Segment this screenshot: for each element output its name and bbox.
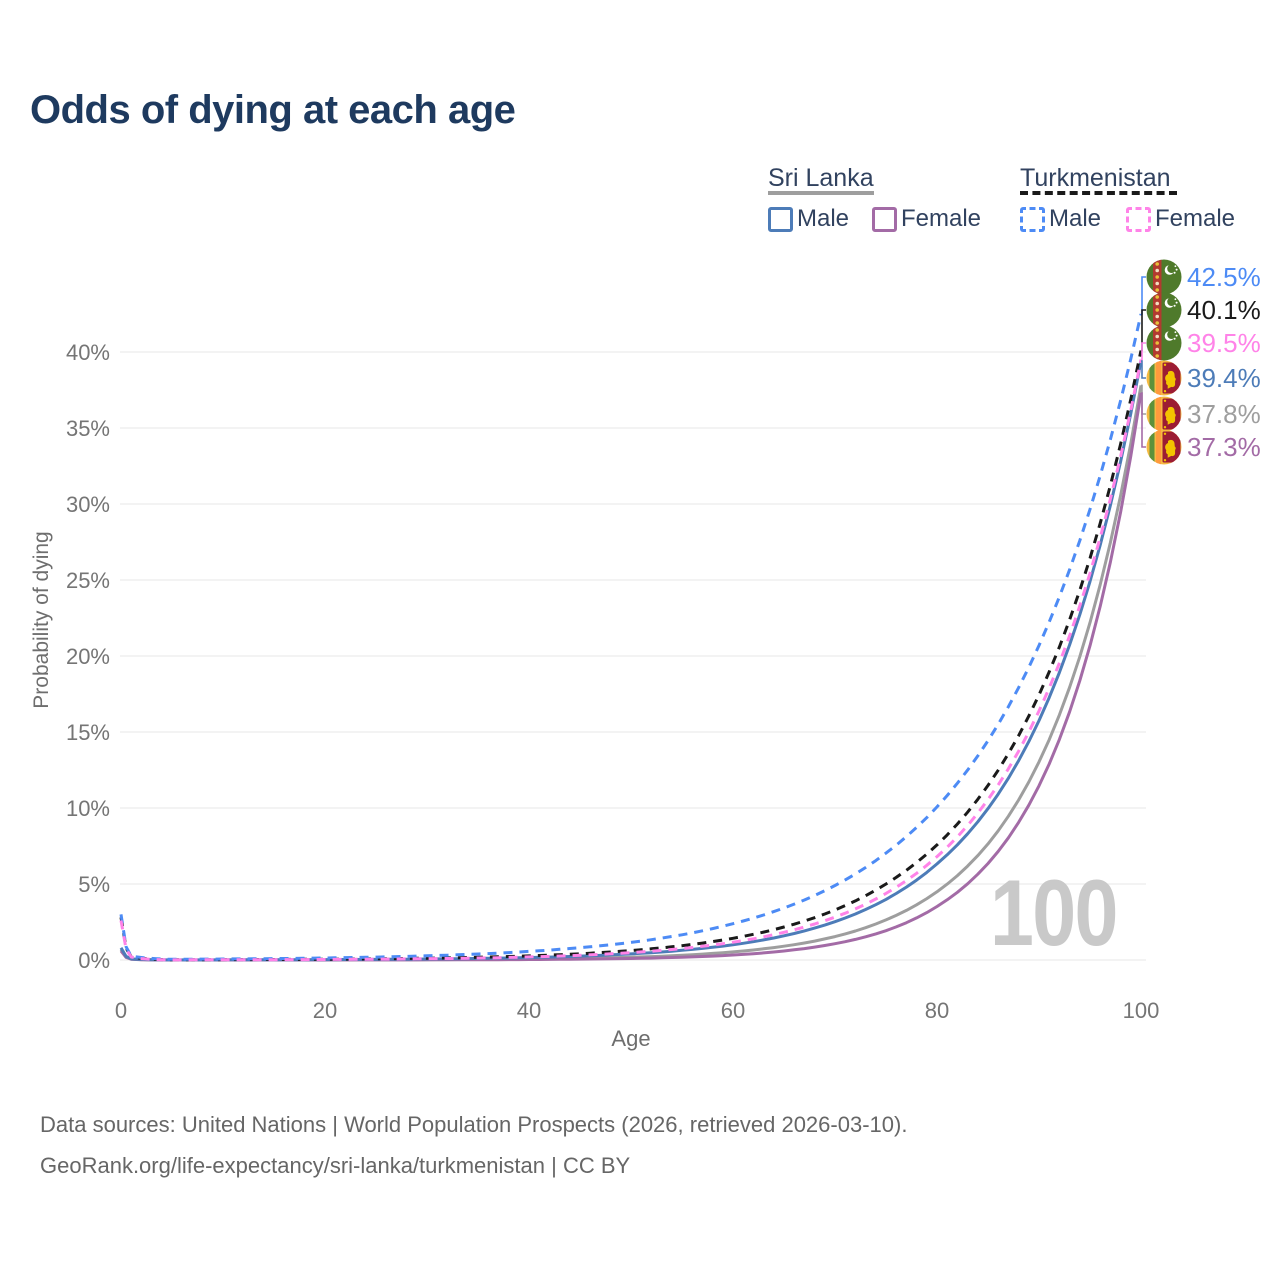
x-tick-label: 40: [516, 998, 542, 1023]
y-tick-label: 10%: [65, 796, 110, 821]
end-value-label: 39.4%: [1187, 362, 1261, 393]
legend-group-turkmenistan[interactable]: Turkmenistan: [1020, 164, 1171, 192]
attribution-line[interactable]: GeoRank.org/life-expectancy/sri-lanka/tu…: [40, 1153, 631, 1178]
y-tick-label: 25%: [65, 568, 110, 593]
x-axis-title: Age: [611, 1026, 651, 1051]
legend-item-label: Female: [1155, 205, 1236, 232]
x-tick-label: 20: [312, 998, 338, 1023]
end-value-label: 40.1%: [1187, 294, 1261, 325]
y-tick-label: 20%: [65, 644, 110, 669]
turkmenistan-flag-icon: [1146, 259, 1182, 295]
x-tick-label: 80: [924, 998, 950, 1023]
legend-item-sri-lanka-male[interactable]: Male: [768, 205, 849, 233]
curve-sri-lanka-female: [119, 392, 1143, 962]
legend-item-turkmenistan-male[interactable]: Male: [1020, 205, 1101, 233]
sri-lanka-male-swatch-icon: [768, 206, 793, 232]
chart-title: Odds of dying at each age: [30, 88, 516, 132]
legend-item-label: Male: [1049, 205, 1102, 232]
sri-lanka-flag-icon: [1146, 360, 1182, 396]
end-value-label: 37.8%: [1187, 398, 1261, 429]
curve-turkmenistan-female: [119, 359, 1143, 962]
x-tick-label: 100: [1122, 998, 1160, 1023]
legend-item-sri-lanka-female[interactable]: Female: [872, 205, 981, 233]
plot-area: [119, 276, 1146, 962]
turkmenistan-underline-swatch: [1020, 191, 1177, 195]
end-value-label: 37.3%: [1187, 431, 1261, 462]
y-tick-label: 5%: [78, 872, 110, 897]
leader-line-sri-lanka-male: [1141, 360, 1146, 379]
y-tick-label: 40%: [65, 340, 110, 365]
mortality-curves: [119, 313, 1143, 962]
turkmenistan-flag-icon: [1146, 325, 1182, 361]
sri-lanka-female-swatch-icon: [872, 206, 897, 232]
end-label-row-turkmenistan-male: 42.5%: [1146, 259, 1261, 295]
y-tick-label: 15%: [65, 720, 110, 745]
gridlines: [120, 351, 1146, 961]
curve-sri-lanka-male: [119, 360, 1143, 962]
x-tick-label: 0: [114, 998, 128, 1023]
x-tick-label: 60: [720, 998, 746, 1023]
legend-item-label: Male: [797, 205, 850, 232]
legend-item-turkmenistan-female[interactable]: Female: [1126, 205, 1235, 233]
y-tick-label: 0%: [78, 948, 110, 973]
sri-lanka-underline-swatch: [768, 191, 874, 195]
leader-line-sri-lanka-female: [1141, 392, 1146, 448]
label-leader-lines: [1141, 276, 1146, 448]
turkmenistan-male-swatch-icon: [1020, 206, 1045, 232]
end-value-label: 42.5%: [1187, 261, 1261, 292]
y-tick-label: 35%: [65, 416, 110, 441]
sri-lanka-flag-icon: [1146, 429, 1182, 465]
y-tick-label: 30%: [65, 492, 110, 517]
end-label-row-sri-lanka-male: 39.4%: [1146, 360, 1261, 396]
turkmenistan-flag-icon: [1146, 292, 1182, 328]
end-label-row-turkmenistan-both: 40.1%: [1146, 292, 1261, 328]
end-label-row-sri-lanka-female: 37.3%: [1146, 429, 1261, 465]
age-counter-watermark: 100: [990, 860, 1118, 965]
sri-lanka-flag-icon: [1146, 396, 1182, 432]
data-source-line: Data sources: United Nations | World Pop…: [40, 1112, 908, 1137]
end-label-row-turkmenistan-female: 39.5%: [1146, 325, 1261, 361]
curve-turkmenistan-male: [119, 313, 1143, 961]
curve-turkmenistan-both: [119, 350, 1143, 962]
legend-group-sri-lanka[interactable]: Sri Lanka: [768, 164, 874, 192]
curve-sri-lanka-both: [119, 385, 1143, 962]
legend-item-label: Female: [901, 205, 982, 232]
footer: Data sources: United Nations | World Pop…: [40, 1104, 907, 1186]
turkmenistan-female-swatch-icon: [1126, 206, 1151, 232]
leader-line-turkmenistan-female: [1141, 342, 1146, 361]
end-label-row-sri-lanka-both: 37.8%: [1146, 396, 1261, 432]
end-value-label: 39.5%: [1187, 327, 1261, 358]
